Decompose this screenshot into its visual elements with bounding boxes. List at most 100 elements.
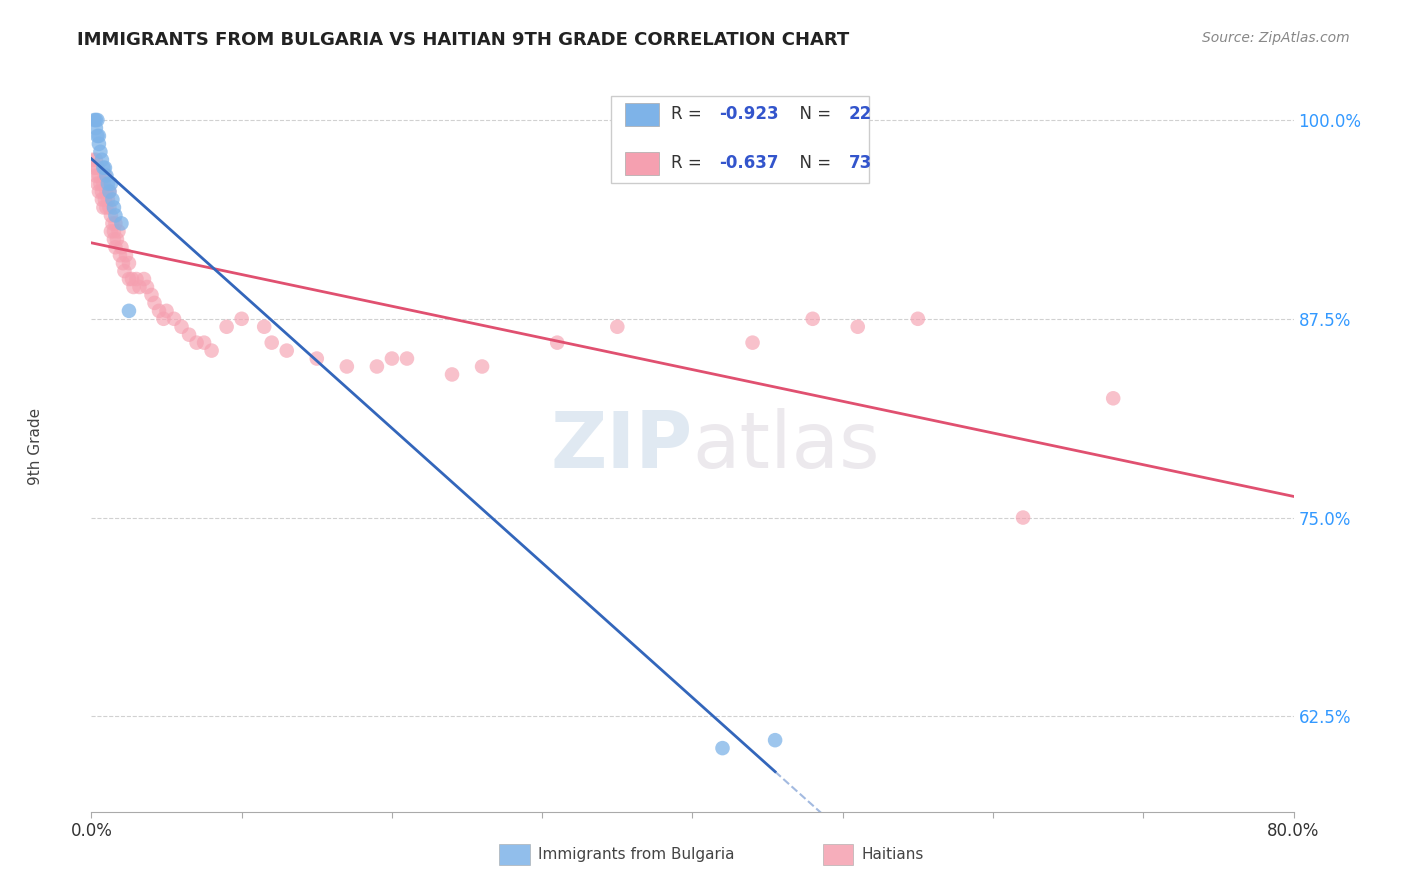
Point <box>253 319 276 334</box>
Text: atlas: atlas <box>692 408 880 484</box>
Point <box>103 224 125 238</box>
Point <box>82 153 104 167</box>
Point <box>801 311 824 326</box>
Point <box>1102 392 1125 406</box>
Point <box>101 193 124 207</box>
Point <box>90 193 112 207</box>
Point <box>94 193 117 207</box>
Point <box>90 185 112 199</box>
Point <box>83 161 105 175</box>
Bar <box>499 844 530 865</box>
Point <box>118 256 141 270</box>
Point <box>741 335 763 350</box>
Text: -0.637: -0.637 <box>718 154 779 172</box>
Point <box>84 120 107 135</box>
Point <box>907 311 929 326</box>
Point <box>94 161 117 175</box>
Point <box>143 296 166 310</box>
Point <box>111 256 134 270</box>
Point <box>846 319 869 334</box>
Point <box>100 224 122 238</box>
Point <box>96 201 118 215</box>
Point <box>100 177 122 191</box>
Point <box>110 240 132 254</box>
Point <box>104 209 127 223</box>
Point <box>89 177 111 191</box>
Point <box>170 319 193 334</box>
Text: N =: N = <box>789 154 837 172</box>
Point <box>84 153 107 167</box>
Point <box>152 311 174 326</box>
Bar <box>610 96 869 183</box>
Point <box>97 193 120 207</box>
Point <box>93 201 115 215</box>
Text: -0.923: -0.923 <box>718 105 779 123</box>
Point <box>440 368 463 382</box>
Y-axis label: 9th Grade: 9th Grade <box>28 408 42 484</box>
Text: ZIP: ZIP <box>550 408 692 484</box>
Point <box>114 264 136 278</box>
Point <box>107 224 129 238</box>
Point <box>546 335 568 350</box>
Point <box>163 311 186 326</box>
Point <box>100 209 122 223</box>
Point <box>118 303 141 318</box>
Point <box>381 351 404 366</box>
Point <box>96 185 118 199</box>
Point <box>121 272 143 286</box>
Text: IMMIGRANTS FROM BULGARIA VS HAITIAN 9TH GRADE CORRELATION CHART: IMMIGRANTS FROM BULGARIA VS HAITIAN 9TH … <box>77 31 849 49</box>
Point <box>141 288 163 302</box>
Text: 73: 73 <box>849 154 872 172</box>
Point <box>103 232 125 246</box>
Point <box>86 177 108 191</box>
Bar <box>823 844 853 865</box>
Point <box>97 177 120 191</box>
Point <box>87 136 110 151</box>
Text: R =: R = <box>671 154 707 172</box>
Bar <box>626 103 659 126</box>
Text: Haitians: Haitians <box>862 847 924 862</box>
Point <box>305 351 328 366</box>
Point <box>336 359 359 374</box>
Point <box>1012 510 1035 524</box>
Point <box>366 359 388 374</box>
Point <box>104 240 127 254</box>
Point <box>98 201 121 215</box>
Point <box>193 335 215 350</box>
Point <box>93 177 115 191</box>
Point <box>86 128 108 143</box>
Point <box>87 169 110 183</box>
Point <box>260 335 283 350</box>
Bar <box>626 152 659 175</box>
Point <box>115 248 138 262</box>
Point <box>87 128 110 143</box>
Point <box>108 248 131 262</box>
Point <box>98 185 121 199</box>
Point <box>118 272 141 286</box>
Point <box>96 169 118 183</box>
Point <box>84 169 107 183</box>
Point <box>94 169 117 183</box>
Point <box>136 280 159 294</box>
Text: 22: 22 <box>849 105 872 123</box>
Point <box>186 335 208 350</box>
Point <box>215 319 238 334</box>
Point <box>395 351 418 366</box>
Point <box>98 185 121 199</box>
Point <box>122 280 145 294</box>
Point <box>103 201 125 215</box>
Point <box>93 161 115 175</box>
Text: Source: ZipAtlas.com: Source: ZipAtlas.com <box>1202 31 1350 45</box>
Point <box>711 741 734 756</box>
Point <box>128 280 150 294</box>
Point <box>231 311 253 326</box>
Point <box>155 303 177 318</box>
Point <box>132 272 155 286</box>
Text: N =: N = <box>789 105 837 123</box>
Point <box>86 113 108 128</box>
Point <box>86 161 108 175</box>
Point <box>201 343 224 358</box>
Text: Immigrants from Bulgaria: Immigrants from Bulgaria <box>538 847 735 862</box>
Point <box>763 733 786 747</box>
Point <box>90 153 112 167</box>
